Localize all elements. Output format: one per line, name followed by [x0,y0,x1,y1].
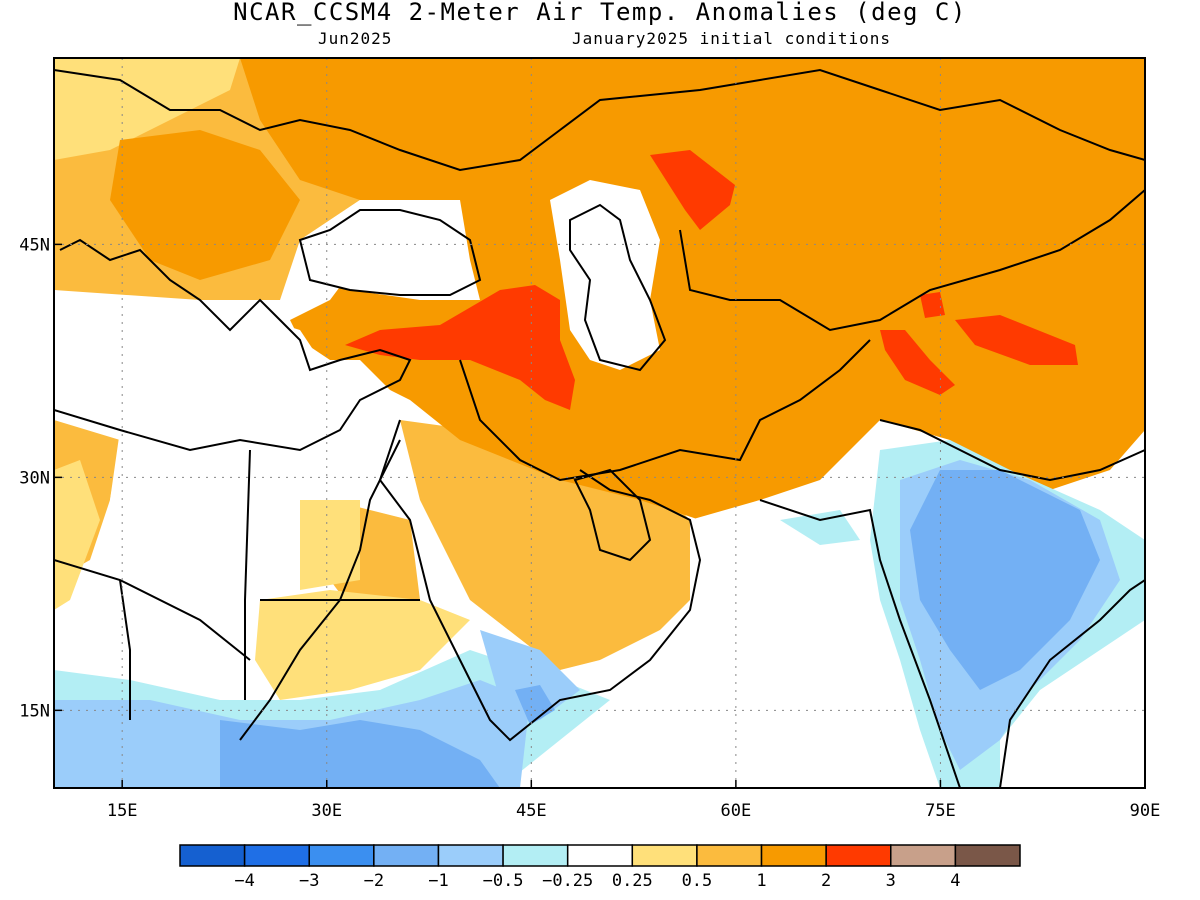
lat-tick-label: 45N [19,235,50,255]
colorbar-swatch [437,844,504,867]
colorbar-label: −0.25 [542,871,593,891]
colorbar-swatch [631,844,698,867]
border [244,449,251,700]
colorbar-label: 0.25 [612,871,653,891]
anomaly-region [300,500,360,590]
coastline [759,499,961,788]
anomaly-region [920,292,945,318]
coastline [573,468,652,562]
lon-tick-label: 45E [516,801,547,821]
anomaly-region [650,150,735,230]
anomaly-region [780,510,860,545]
border [879,419,1145,482]
border [54,68,1145,172]
anomaly-region [300,200,480,300]
lon-tick-label: 15E [107,801,138,821]
initial-conditions: January2025 initial conditions [572,29,891,48]
anomaly-region [255,590,470,700]
colorbar-swatch [760,844,827,867]
coastline [378,419,702,742]
colorbar-swatch [890,844,957,867]
forecast-month: Jun2025 [318,29,393,48]
border [459,339,871,482]
colorbar-swatch [502,844,569,867]
lon-tick-label: 30E [311,801,342,821]
anomaly-region [220,720,500,788]
colorbar-label: −3 [299,871,319,891]
anomaly-region [54,460,100,610]
coastline [569,203,667,372]
colorbar-label: 2 [821,871,831,891]
border [119,579,131,720]
anomaly-region [345,285,575,410]
colorbar-label: 1 [756,871,766,891]
lon-tick-label: 75E [925,801,956,821]
colorbar-swatch [954,844,1021,867]
anomaly-region [480,630,580,720]
coastline [298,209,482,296]
map-frame [53,57,1146,789]
anomaly-region [110,130,300,280]
coastline [999,579,1145,788]
anomaly-region [910,470,1100,690]
anomaly-region [955,315,1078,365]
colorbar-label: 3 [886,871,896,891]
lon-tick-label: 90E [1130,801,1161,821]
anomaly-region [54,290,400,450]
colorbar-swatch [308,844,375,867]
colorbar-swatch [373,844,440,867]
map-title: NCAR_CCSM4 2-Meter Air Temp. Anomalies (… [233,0,967,26]
colorbar: −4 −3 −2 −1 −0.5 −0.25 0.25 0.5 1 2 3 4 [179,844,1021,891]
colorbar-swatch [825,844,892,867]
anomaly-region [560,500,940,788]
border [679,189,1145,332]
lat-tick-label: 30N [19,468,50,488]
gridlines [54,58,1145,788]
anomaly-region [880,330,955,395]
lat-tick-label: 15N [19,701,50,721]
coastline [54,238,412,452]
anomaly-region [515,685,555,725]
colorbar-label: −1 [428,871,448,891]
lon-tick-label: 60E [721,801,752,821]
colorbar-label: 0.5 [682,871,713,891]
coastlines [54,68,1145,788]
anomaly-fill-layer [54,58,1145,788]
colorbar-swatch [566,844,634,867]
anomaly-region [550,180,660,370]
anomaly-region [54,58,240,160]
border [54,559,251,661]
colorbar-swatch [179,844,246,867]
colorbar-swatch [243,844,310,867]
colorbar-label: −2 [364,871,384,891]
colorbar-swatch [696,844,763,867]
axis-ticks: 15E 30E 45E 60E 75E 90E 45N 30N 15N [19,235,1160,821]
colorbar-label: −4 [234,871,254,891]
anomaly-region [100,440,260,700]
colorbar-label: −0.5 [483,871,524,891]
colorbar-label: 4 [950,871,960,891]
anomaly-region [240,58,1145,520]
